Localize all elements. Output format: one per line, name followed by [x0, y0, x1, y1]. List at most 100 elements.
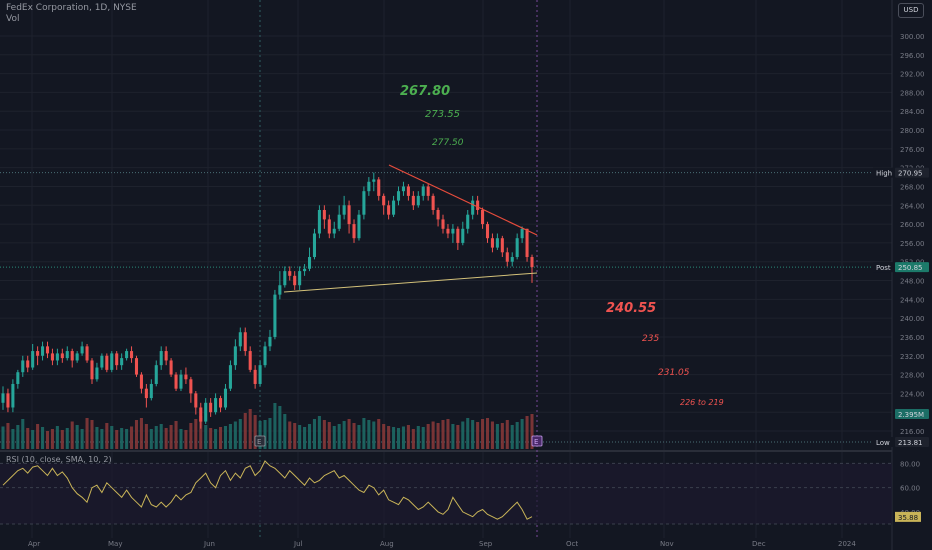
candle-body [65, 351, 69, 359]
candle-body [21, 360, 25, 373]
candle-body [362, 191, 366, 215]
candle-body [228, 365, 232, 389]
time-tick-label: Sep [479, 540, 493, 548]
volume-bar [396, 428, 401, 449]
candle-body [199, 407, 203, 422]
rsi-tick-label: 60.00 [900, 485, 920, 493]
volume-bar [90, 420, 94, 449]
candle-body [233, 346, 237, 366]
volume-bar [248, 409, 252, 449]
volume-bar [342, 421, 346, 449]
candle-body [278, 285, 282, 295]
volume-bar [223, 426, 228, 449]
candle-body [337, 214, 341, 229]
candle-body [219, 398, 223, 408]
support-trendline [283, 272, 538, 293]
volume-bar [179, 429, 183, 449]
candle-body [273, 294, 277, 337]
currency-button[interactable]: USD [898, 3, 924, 18]
volume-bar [209, 428, 213, 449]
candle-body [406, 186, 410, 196]
tag-value-bg [895, 167, 929, 178]
volume-bar [446, 419, 450, 449]
candle-body [421, 186, 425, 196]
post-tag: Post 250.85 [873, 262, 929, 273]
candle-body [298, 271, 302, 286]
volume-bar [31, 430, 35, 449]
candle-body [164, 351, 168, 361]
time-tick-label: Nov [660, 540, 674, 548]
price-tick-label: 264.00 [900, 202, 925, 210]
candle-body [149, 383, 153, 399]
tag-label: Post [876, 264, 891, 272]
volume-bar [515, 422, 519, 449]
volume-bar [26, 428, 30, 449]
volume-bar [149, 429, 153, 449]
price-axis[interactable]: 300.00 296.00 292.00 288.00 284.00 280.00 276.… [873, 0, 932, 550]
price-tick-label: 292.00 [900, 71, 925, 79]
candle-body [495, 238, 499, 248]
symbol-title[interactable]: FedEx Corporation, 1D, NYSE [6, 3, 137, 13]
candle-body [179, 374, 183, 389]
time-tick-label: Jul [293, 540, 303, 548]
candle-body [461, 228, 465, 243]
candle-body [352, 224, 356, 239]
candle-body [16, 372, 20, 384]
volume-bar [520, 419, 524, 449]
volume-bar [525, 416, 529, 449]
candle-body [154, 365, 158, 384]
candle-body [288, 271, 292, 276]
volume-bar [307, 424, 312, 449]
volume-bar [347, 419, 351, 449]
candle-body [481, 209, 485, 225]
candle-body [70, 351, 74, 361]
candle-body [36, 351, 40, 356]
candle-body [372, 179, 376, 182]
candle-body [50, 353, 54, 361]
candle-body [510, 257, 514, 262]
volume-bar [100, 429, 104, 449]
volume-bar [377, 419, 381, 449]
candle-body [396, 191, 401, 201]
volume-bar [105, 423, 109, 449]
candle-body [293, 275, 297, 286]
volume-bar [1, 426, 5, 449]
volume-bar [278, 406, 282, 449]
price-tick-label: 300.00 [900, 33, 925, 41]
volume-bar [337, 424, 341, 449]
candle-body [332, 228, 336, 234]
candle-body [327, 219, 331, 234]
target-down-label: 240.55 [606, 301, 656, 316]
candle-body [248, 351, 252, 370]
candle-body [60, 353, 64, 359]
time-axis[interactable]: Apr May Jun Jul Aug Sep Oct Nov Dec 2024 [28, 540, 856, 548]
price-tick-label: 276.00 [900, 146, 925, 154]
candle-body [45, 346, 50, 354]
volume-bar [184, 430, 188, 449]
volume-bar [110, 426, 114, 449]
volume-bar [461, 421, 465, 449]
candle-body [125, 351, 129, 359]
volume-bar [36, 424, 40, 449]
candle-body [446, 228, 450, 234]
volume-bar [85, 418, 89, 449]
price-tick-label: 224.00 [900, 390, 925, 398]
volume-bar [204, 425, 208, 449]
rsi-tick-label: 80.00 [900, 460, 920, 468]
candle-body [105, 355, 109, 370]
candle-body [41, 346, 45, 356]
volume-bar [441, 420, 445, 449]
candle-body [441, 219, 445, 229]
volume-bar [298, 425, 302, 449]
candle-body [525, 228, 529, 258]
candle-body [11, 383, 15, 408]
overlay-lines [283, 164, 538, 293]
candle-body [505, 252, 509, 262]
candle-body [377, 179, 381, 196]
candle-body [283, 271, 287, 286]
rsi-value-bg [895, 511, 921, 522]
tag-value-bg [895, 409, 929, 419]
candle-body [431, 195, 435, 210]
volume-bar [214, 429, 218, 449]
